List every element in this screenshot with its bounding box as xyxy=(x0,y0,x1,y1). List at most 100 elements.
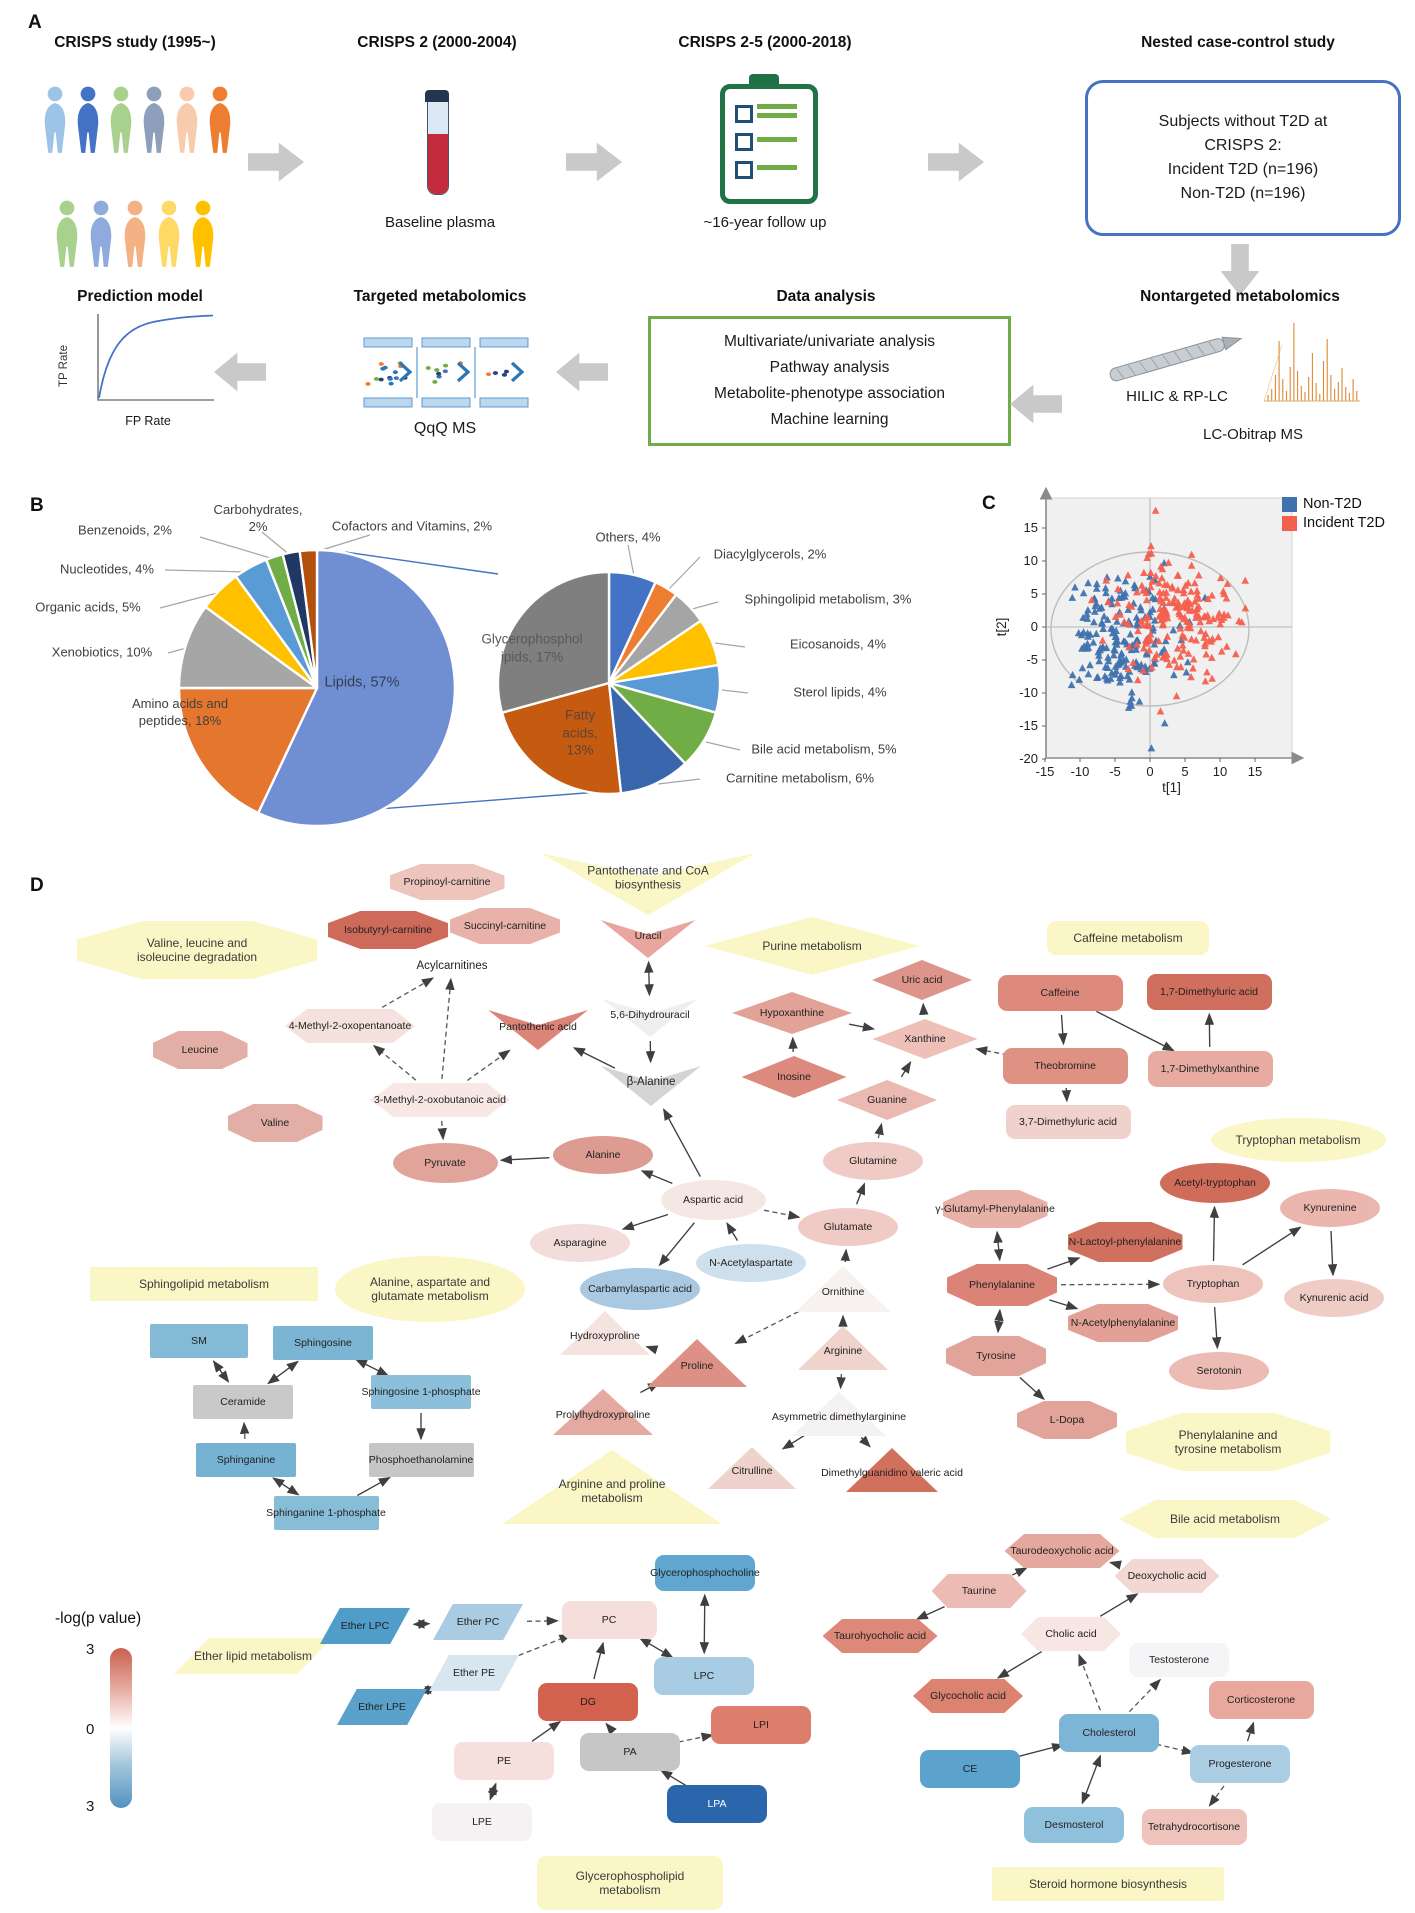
lc-column-icon xyxy=(1109,336,1243,382)
title-analysis: Data analysis xyxy=(776,288,876,305)
person-icon xyxy=(209,86,231,153)
node-ce: CE xyxy=(920,1750,1020,1788)
ellipse-shape xyxy=(696,1244,806,1282)
node-etherLPC: Ether LPC xyxy=(320,1608,410,1644)
node-etherPE: Ether PE xyxy=(429,1655,519,1691)
edge-proline-hydroxyproline xyxy=(645,1345,659,1355)
pathway-aag: Alanine, aspartate and glutamate metabol… xyxy=(335,1256,525,1322)
svg-text:-5: -5 xyxy=(1109,764,1121,779)
edge-phe-gGluPhe xyxy=(993,1230,1004,1262)
edge-pc-lpc xyxy=(638,1637,674,1659)
node-ceramide: Ceramide xyxy=(193,1385,293,1419)
blood-tube-cap-icon xyxy=(425,90,449,102)
node-desmosterol: Desmosterol xyxy=(1024,1807,1124,1843)
octagon-shape xyxy=(1017,1401,1117,1439)
pathway-elm: Ether lipid metabolism xyxy=(174,1638,332,1674)
rect-shape xyxy=(371,1375,471,1409)
edge-progesterone-corticosterone xyxy=(1245,1721,1255,1742)
node-corticosterone: Corticosterone xyxy=(1208,1681,1314,1719)
edge-asparticAcid-carbamylAsp xyxy=(658,1222,695,1267)
node-testosterone: Testosterone xyxy=(1129,1643,1229,1677)
node-uricAcid: Uric acid xyxy=(872,960,972,1000)
pie-label: Eicosanoids, 4% xyxy=(789,636,887,652)
pie-label: Sterol lipids, 4% xyxy=(793,684,887,700)
roundrect-shape xyxy=(538,1683,638,1721)
node-carbamylAsp: Carbamylaspartic acid xyxy=(580,1268,700,1310)
octagon-shape xyxy=(389,864,505,900)
node-glutamine: Glutamine xyxy=(823,1142,923,1180)
node-dmu37: 3,7-Dimethyluric acid xyxy=(1005,1105,1131,1139)
edge-tryptophan-acetylTrp xyxy=(1209,1205,1220,1262)
roundrect-shape xyxy=(655,1555,755,1591)
parallelogram-shape xyxy=(433,1604,523,1640)
pathway-tmx: Tryptophan metabolism xyxy=(1210,1118,1386,1162)
node-dmu17: 1,7-Dimethyluric acid xyxy=(1146,974,1272,1010)
edge-hypoxanthine-xanthine xyxy=(849,1022,876,1032)
edge-betaAla-pantothenic xyxy=(572,1047,616,1069)
node-arginine: Arginine xyxy=(798,1326,888,1370)
node-gpc: Glycerophosphocholine xyxy=(650,1555,760,1591)
node-nAcPhe: N-Acetylphenylalanine xyxy=(1068,1304,1178,1342)
roundrect-shape xyxy=(711,1706,811,1744)
roundrect-shape xyxy=(1024,1807,1124,1843)
edge-lpa-pa xyxy=(660,1770,687,1786)
edge-pa-lpi xyxy=(678,1732,714,1743)
node-tetrahydro: Tetrahydrocortisone xyxy=(1141,1809,1247,1845)
roundrect-shape xyxy=(1059,1714,1159,1752)
edge-cholesterol-desmosterol xyxy=(1081,1754,1102,1805)
edge-guanine-xanthine xyxy=(900,1061,912,1078)
title-crisps25: CRISPS 2-5 (2000-2018) xyxy=(678,34,852,51)
node-asparticAcid: Aspartic acid xyxy=(660,1180,766,1220)
colorbar-gradient xyxy=(110,1648,132,1808)
octagon-shape xyxy=(946,1336,1046,1376)
node-citrulline: Citrulline xyxy=(708,1447,796,1489)
edge-xanthine-uricAcid xyxy=(919,1002,929,1016)
triangle-shape xyxy=(647,1339,747,1387)
analysis-line: Machine learning xyxy=(770,411,889,428)
edge-caffeine-dmx17 xyxy=(1096,1010,1175,1052)
edge-asparticAcid-betaAla xyxy=(663,1108,701,1177)
ellipse-shape xyxy=(798,1208,898,1246)
ellipse-shape xyxy=(1163,1265,1263,1303)
analysis-line: Multivariate/univariate analysis xyxy=(723,333,936,350)
rect-shape xyxy=(273,1326,373,1360)
caption-qqq-ms: QqQ MS xyxy=(413,420,477,437)
pie-label: Others, 4% xyxy=(595,529,661,545)
rect-shape xyxy=(368,1443,474,1477)
box-line: CRISPS 2: xyxy=(1204,137,1282,154)
triangle-shape xyxy=(708,1447,796,1489)
hexagon-shape xyxy=(1114,1559,1220,1593)
legend-swatch-incidentT2D xyxy=(1282,515,1297,531)
pie-label: Nucleotides, 4% xyxy=(60,561,154,577)
edge-glutamine-guanine xyxy=(874,1122,884,1139)
rect-shape xyxy=(193,1385,293,1419)
node-guanine: Guanine xyxy=(837,1080,937,1120)
pie-label: Amino acids and peptides, 18% xyxy=(131,696,229,728)
node-hydroxyproline: Hydroxyproline xyxy=(560,1311,650,1355)
svg-text:5: 5 xyxy=(1031,586,1038,601)
ellipse-shape xyxy=(553,1136,653,1174)
node-etherPC: Ether PC xyxy=(433,1604,523,1640)
node-etherLPE: Ether LPE xyxy=(337,1689,427,1725)
ellipse-shape xyxy=(1280,1189,1380,1227)
edge-phe-nLacPhe xyxy=(1047,1257,1081,1270)
ellipse-shape xyxy=(823,1142,923,1180)
edge-progesterone-tetrahydro xyxy=(1208,1785,1225,1807)
node-phe: Phenylalanine xyxy=(947,1264,1057,1306)
node-pyruvate: Pyruvate xyxy=(392,1143,498,1183)
node-xanthine: Xanthine xyxy=(872,1019,978,1059)
edge-etherPE-pc xyxy=(510,1634,572,1660)
node-lpc: LPC xyxy=(654,1657,754,1695)
node-cholic: Cholic acid xyxy=(1021,1617,1121,1651)
panel-b-label: B xyxy=(30,495,44,516)
edge-sphingosine-ceramide xyxy=(267,1360,299,1385)
colorbar-mid: 0 xyxy=(86,1721,95,1738)
node-kynurenicAcid: Kynurenic acid xyxy=(1284,1279,1384,1317)
node-pEtn: Phosphoethanolamine xyxy=(368,1443,474,1477)
roundrect-shape xyxy=(920,1750,1020,1788)
edge-uracil-dihydrouracil xyxy=(644,960,654,997)
roundrect-shape xyxy=(1047,921,1209,955)
svg-text:-15: -15 xyxy=(1019,718,1038,733)
roundrect-shape xyxy=(432,1803,532,1841)
